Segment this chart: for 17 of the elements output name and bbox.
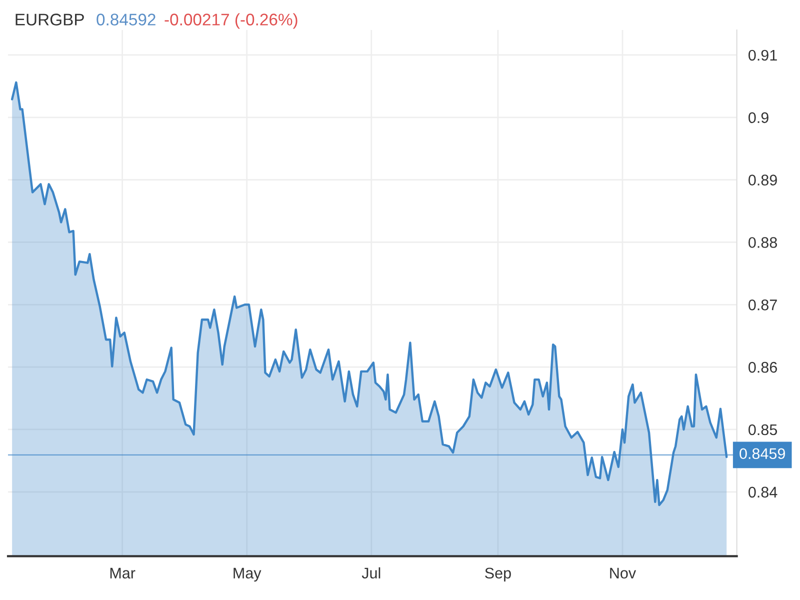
y-tick-label: 0.91 [748, 50, 777, 61]
x-tick-label: Nov [610, 568, 636, 579]
y-tick-label: 0.89 [748, 174, 777, 186]
text: -0.00217 (-0.26%) [164, 13, 298, 29]
y-tick-label: 0.9 [748, 112, 768, 124]
x-tick-label: Mar [110, 568, 136, 579]
y-tick-label: 0.86 [748, 362, 777, 373]
y-tick-label: 0.88 [748, 237, 777, 248]
x-tick-label: Jul [362, 567, 380, 579]
x-tick-label: May [234, 568, 262, 582]
y-tick-label: 0.87 [748, 300, 777, 310]
chart-title: EURGBP [16, 14, 84, 26]
text: 0.84592 [96, 14, 156, 26]
ref-line-label: 0.8459 [740, 448, 785, 460]
y-tick-label: 0.85 [748, 424, 778, 436]
y-tick-label: 0.84 [748, 486, 778, 498]
x-tick-label: Sep [485, 568, 511, 582]
